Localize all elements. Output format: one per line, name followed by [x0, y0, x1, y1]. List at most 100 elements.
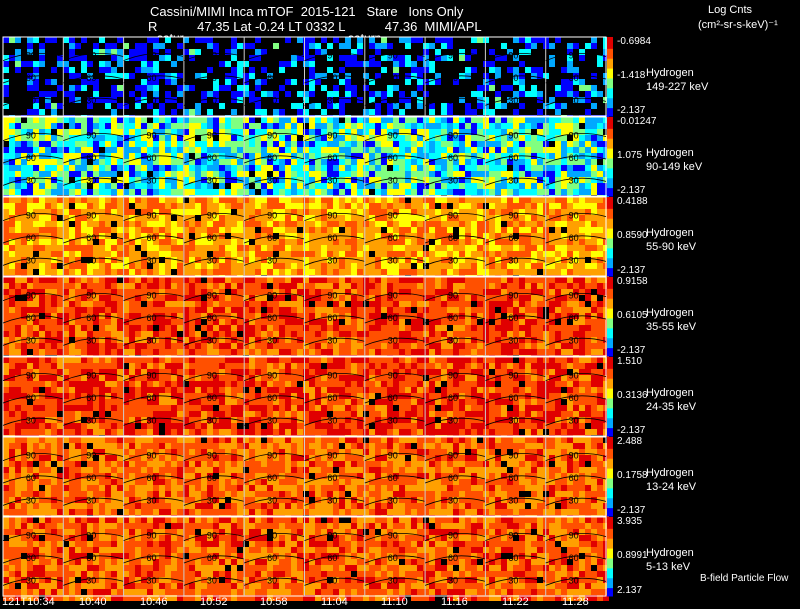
colorbar-segment [607, 48, 613, 52]
heatmap-cell [435, 245, 441, 251]
heatmap-cell [207, 43, 213, 49]
heatmap-cell [369, 257, 375, 263]
heatmap-cell [483, 197, 489, 203]
colorbar-segment [607, 40, 613, 44]
heatmap-cell [489, 183, 495, 189]
heatmap-cell [51, 129, 57, 135]
heatmap-cell [45, 177, 51, 183]
heatmap-cell [399, 103, 405, 109]
heatmap-cell [69, 177, 75, 183]
heatmap-cell [219, 215, 225, 221]
heatmap-cell [579, 277, 585, 283]
heatmap-cell [375, 197, 381, 203]
heatmap-cell [363, 79, 369, 85]
heatmap-cell [177, 263, 183, 269]
contour-line [123, 177, 185, 186]
heatmap-cell [369, 171, 375, 177]
heatmap-cell [519, 67, 525, 73]
heatmap-cell [435, 67, 441, 73]
heatmap-cell [375, 239, 381, 245]
heatmap-cell [15, 159, 21, 165]
heatmap-cell [15, 289, 21, 295]
heatmap-cell [489, 209, 495, 215]
heatmap-cell [177, 109, 183, 115]
heatmap-cell [21, 263, 27, 269]
heatmap-cell [177, 245, 183, 251]
heatmap-cell [33, 97, 39, 103]
heatmap-cell [261, 159, 267, 165]
heatmap-cell [519, 55, 525, 61]
heatmap-cell [429, 227, 435, 233]
heatmap-cell [471, 245, 477, 251]
heatmap-cell [105, 189, 111, 195]
heatmap-cell [9, 49, 15, 55]
heatmap-cell [195, 203, 201, 209]
heatmap-cell [315, 135, 321, 141]
heatmap-cell [249, 189, 255, 195]
heatmap-cell [507, 221, 513, 227]
heatmap-cell [99, 263, 105, 269]
heatmap-cell [513, 123, 519, 129]
heatmap-cell [123, 203, 129, 209]
heatmap-cell [237, 165, 243, 171]
heatmap-cell [459, 245, 465, 251]
heatmap-cell [51, 153, 57, 159]
heatmap-cell [561, 91, 567, 97]
contour-line [2, 155, 64, 164]
contour-label: 90 [207, 131, 217, 141]
colorbar-segment [607, 114, 613, 117]
heatmap-cell [33, 301, 39, 307]
heatmap-cell [471, 239, 477, 245]
heatmap-cell [381, 73, 387, 79]
heatmap-cell [423, 171, 429, 177]
heatmap-cell [537, 183, 543, 189]
heatmap-cell [51, 67, 57, 73]
heatmap-cell [81, 289, 87, 295]
heatmap-cell [501, 289, 507, 295]
heatmap-cell [531, 123, 537, 129]
colorbar-segment [607, 117, 613, 120]
heatmap-cell [507, 73, 513, 79]
heatmap-cell [183, 73, 189, 79]
heatmap-cell [111, 263, 117, 269]
heatmap-cell [561, 147, 567, 153]
heatmap-cell [495, 177, 501, 183]
heatmap-cell [9, 189, 15, 195]
heatmap-cell [63, 97, 69, 103]
heatmap-cell [237, 245, 243, 251]
heatmap-cell [579, 221, 585, 227]
heatmap-cell [33, 67, 39, 73]
heatmap-cell [165, 251, 171, 257]
heatmap-cell [267, 109, 273, 115]
heatmap-cell [477, 159, 483, 165]
colorbar-segment [607, 238, 613, 241]
heatmap-cell [489, 251, 495, 257]
contour-label: 90 [86, 211, 96, 221]
heatmap-cell [99, 277, 105, 283]
heatmap-cell [213, 159, 219, 165]
contour-label: 60 [448, 153, 458, 163]
heatmap-cell [285, 245, 291, 251]
heatmap-cell [429, 197, 435, 203]
heatmap-cell [375, 103, 381, 109]
heatmap-cell [465, 109, 471, 115]
heatmap-cell [549, 103, 555, 109]
heatmap-cell [309, 269, 315, 275]
heatmap-cell [357, 171, 363, 177]
heatmap-cell [261, 203, 267, 209]
heatmap-cell [519, 177, 525, 183]
heatmap-cell [585, 61, 591, 67]
heatmap-cell [93, 67, 99, 73]
heatmap-cell [39, 141, 45, 147]
heatmap-cell [489, 153, 495, 159]
heatmap-cell [159, 91, 165, 97]
heatmap-cell [585, 189, 591, 195]
heatmap-cell [579, 165, 585, 171]
heatmap-cell [225, 183, 231, 189]
heatmap-cell [597, 49, 603, 55]
contour-label: 60 [327, 233, 337, 243]
heatmap-cell [303, 227, 309, 233]
heatmap-cell [99, 283, 105, 289]
heatmap-cell [45, 197, 51, 203]
heatmap-cell [351, 171, 357, 177]
